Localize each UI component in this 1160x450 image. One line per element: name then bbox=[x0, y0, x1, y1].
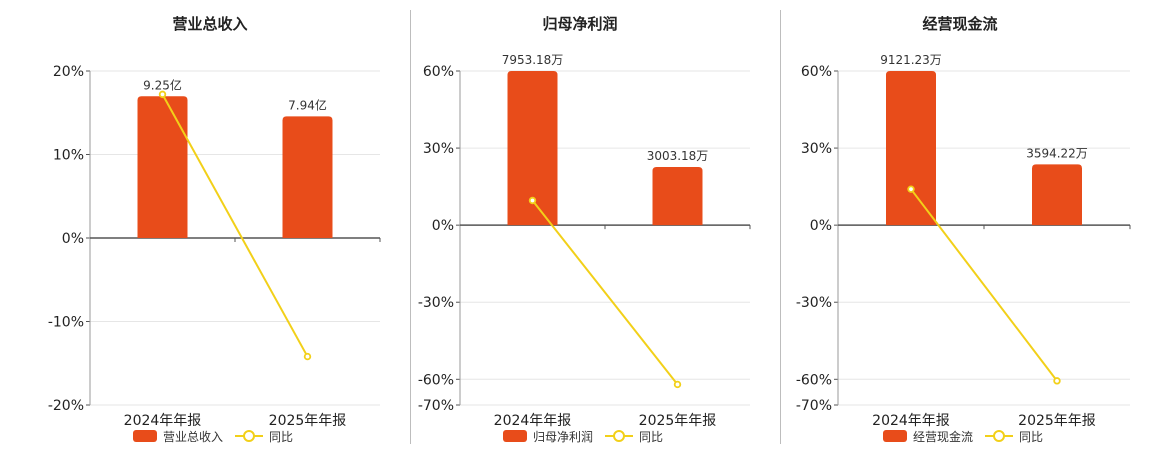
legend-label: 归母净利润 bbox=[533, 430, 593, 444]
chart-title: 营业总收入 bbox=[172, 15, 247, 33]
y-tick-label: -30% bbox=[418, 295, 454, 311]
y-tick-label: -70% bbox=[796, 398, 832, 414]
bar[interactable] bbox=[886, 71, 936, 226]
legend-label: 同比 bbox=[639, 430, 663, 444]
bar[interactable] bbox=[507, 71, 558, 226]
yoy-point[interactable] bbox=[528, 196, 537, 205]
legend-swatch-marker bbox=[993, 430, 1005, 442]
y-tick-label: 0% bbox=[432, 218, 454, 234]
bar[interactable] bbox=[137, 96, 188, 238]
bar-data-label: 3594.22万 bbox=[1026, 146, 1088, 160]
legend-swatch-marker bbox=[613, 430, 625, 442]
y-tick-label: -20% bbox=[48, 398, 84, 414]
x-tick-label: 2025年年报 bbox=[639, 413, 717, 429]
x-tick-label: 2024年年报 bbox=[124, 413, 202, 429]
yoy-point[interactable] bbox=[158, 90, 167, 99]
bar-data-label: 9121.23万 bbox=[880, 53, 942, 67]
yoy-point[interactable] bbox=[673, 380, 682, 389]
panel-divider bbox=[780, 10, 781, 444]
yoy-point[interactable] bbox=[1053, 377, 1061, 385]
y-tick-label: 0% bbox=[62, 231, 84, 247]
x-tick-label: 2025年年报 bbox=[269, 413, 347, 429]
yoy-point[interactable] bbox=[303, 352, 312, 361]
legend-swatch-bar[interactable] bbox=[133, 430, 157, 442]
bar-data-label: 7953.18万 bbox=[502, 53, 564, 67]
x-tick-label: 2024年年报 bbox=[494, 413, 572, 429]
y-tick-label: -60% bbox=[796, 372, 832, 388]
y-tick-label: 10% bbox=[53, 148, 84, 164]
chart-title: 归母净利润 bbox=[542, 15, 617, 33]
y-tick-label: 30% bbox=[423, 141, 454, 157]
y-tick-label: 30% bbox=[801, 141, 832, 157]
legend-swatch-bar[interactable] bbox=[883, 430, 907, 442]
x-tick-label: 2025年年报 bbox=[1018, 413, 1096, 429]
y-tick-label: -60% bbox=[418, 372, 454, 388]
legend-swatch-bar[interactable] bbox=[503, 430, 527, 442]
legend-label: 经营现金流 bbox=[913, 429, 973, 444]
panel-divider bbox=[410, 10, 411, 444]
chart-title: 经营现金流 bbox=[922, 15, 997, 33]
y-tick-label: 0% bbox=[810, 218, 832, 234]
bar-data-label: 9.25亿 bbox=[143, 77, 182, 92]
bar[interactable] bbox=[282, 116, 333, 238]
legend-label: 同比 bbox=[269, 430, 293, 444]
bar[interactable] bbox=[652, 166, 703, 226]
x-tick-label: 2024年年报 bbox=[872, 413, 950, 429]
bar-data-label: 7.94亿 bbox=[288, 97, 327, 112]
bar[interactable] bbox=[1032, 164, 1082, 226]
y-tick-label: -10% bbox=[48, 315, 84, 331]
y-tick-label: 60% bbox=[423, 64, 454, 80]
bar-data-label: 3003.18万 bbox=[647, 149, 709, 163]
yoy-line bbox=[161, 93, 309, 358]
yoy-line bbox=[531, 199, 679, 386]
y-tick-label: 20% bbox=[53, 64, 84, 80]
legend-label: 同比 bbox=[1019, 430, 1043, 444]
y-tick-label: -30% bbox=[796, 295, 832, 311]
y-tick-label: -70% bbox=[418, 398, 454, 414]
y-tick-label: 60% bbox=[801, 64, 832, 80]
yoy-line bbox=[910, 188, 1058, 382]
legend-label: 营业总收入 bbox=[163, 430, 223, 444]
legend-swatch-marker bbox=[243, 430, 255, 442]
yoy-point[interactable] bbox=[907, 185, 915, 193]
